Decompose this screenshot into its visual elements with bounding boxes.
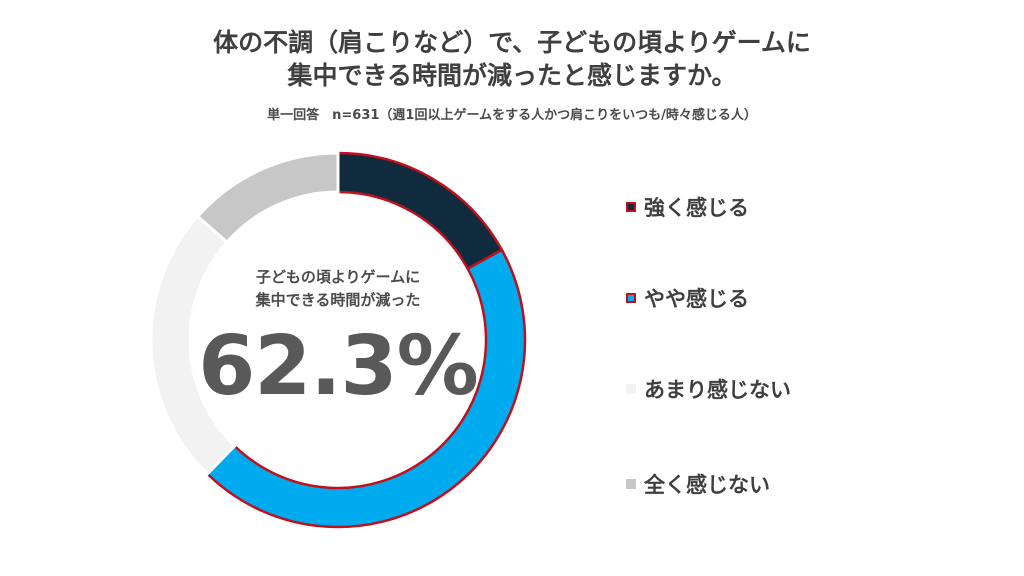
chart-title-line-2: 集中できる時間が減ったと感じますか。: [287, 61, 737, 90]
donut-center-label: 子どもの頃よりゲームに 集中できる時間が減った: [220, 266, 456, 312]
legend-label-strongly: 強く感じる: [644, 196, 749, 220]
donut-center-value: 62.3%: [198, 319, 478, 414]
legend-label-somewhat: やや感じる: [644, 287, 749, 311]
chart-title-line-1: 体の不調（肩こりなど）で、子どもの頃よりゲームに: [213, 28, 811, 57]
legend-label-not-at-all: 全く感じない: [644, 473, 770, 497]
legend-swatch-not-much: [626, 384, 636, 394]
legend-item-strongly: 強く感じる: [626, 196, 749, 220]
donut-center-label-line-2: 集中できる時間が減った: [255, 291, 421, 309]
donut-center-label-line-1: 子どもの頃よりゲームに: [255, 268, 421, 286]
chart-title: 体の不調（肩こりなど）で、子どもの頃よりゲームに 集中できる時間が減ったと感じま…: [0, 26, 1024, 92]
legend-swatch-somewhat: [626, 293, 636, 303]
donut-slice-somewhat: [205, 248, 527, 529]
legend-swatch-strongly: [626, 202, 636, 212]
chart-subtitle: 単一回答 n=631（週1回以上ゲームをする人かつ肩こりをいつも/時々感じる人）: [267, 108, 757, 123]
legend-item-not-much: あまり感じない: [626, 378, 791, 402]
legend-label-not-much: あまり感じない: [644, 378, 791, 402]
legend-item-not-at-all: 全く感じない: [626, 473, 770, 497]
legend-swatch-not-at-all: [626, 479, 636, 489]
donut-slice-strongly: [336, 151, 504, 271]
donut-slice-not-at-all: [195, 151, 340, 245]
legend-item-somewhat: やや感じる: [626, 287, 749, 311]
